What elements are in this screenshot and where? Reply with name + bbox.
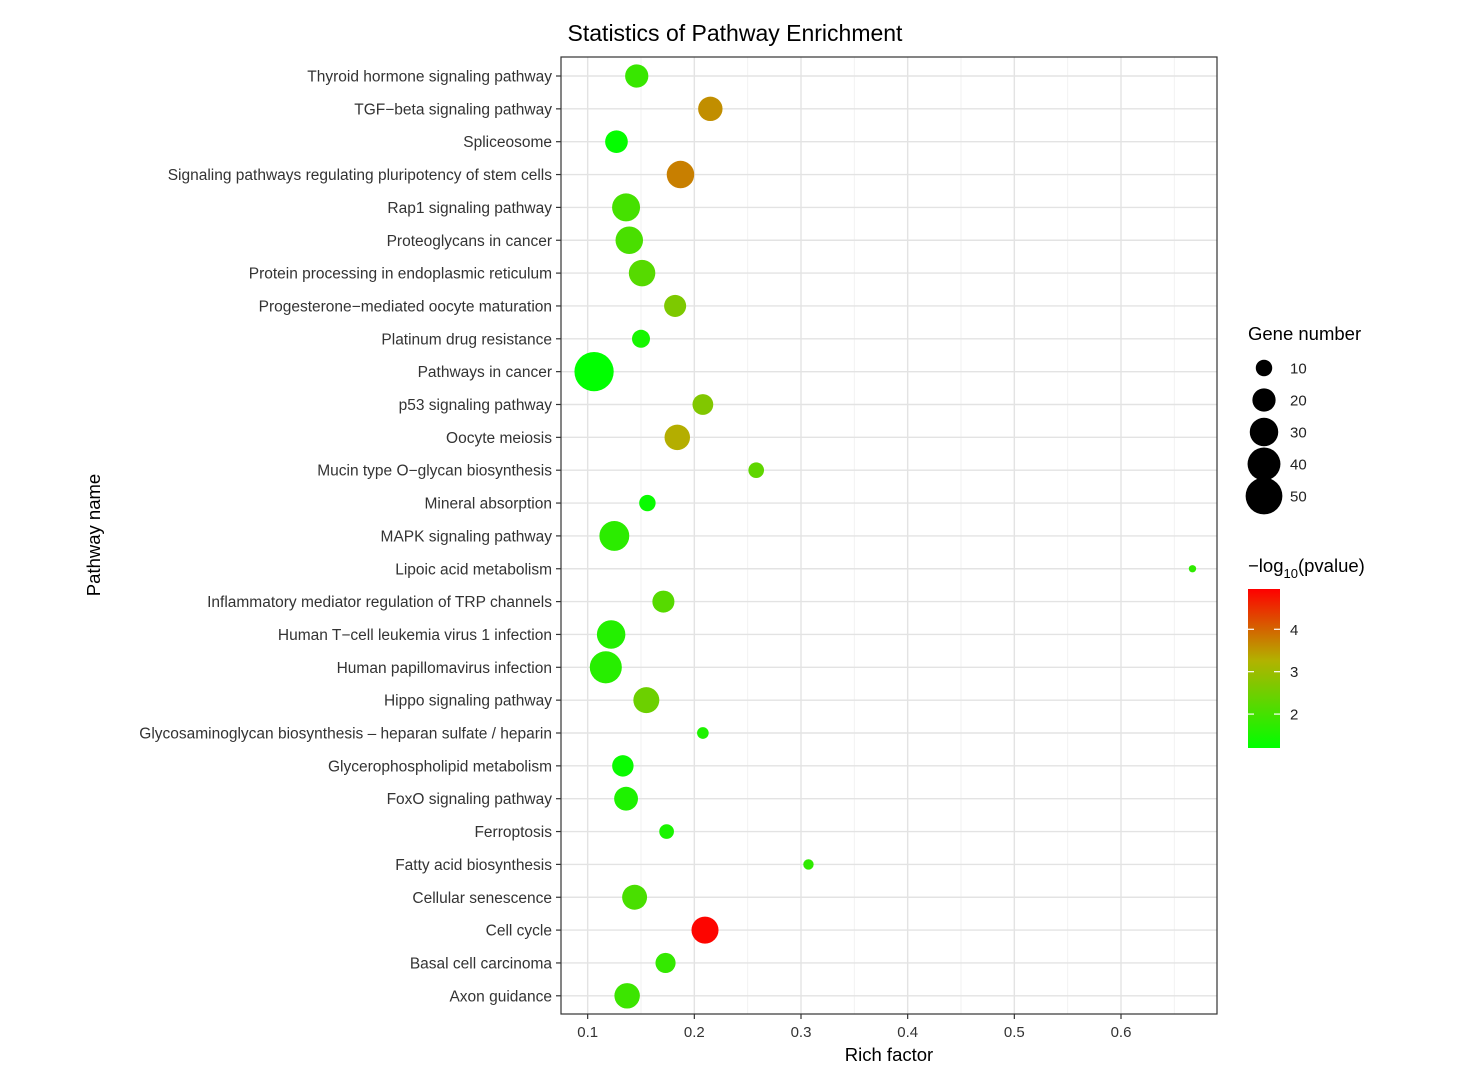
data-point (574, 352, 614, 392)
data-points (574, 64, 1197, 1009)
y-tick-label: Platinum drug resistance (381, 331, 552, 348)
y-tick-label: Human T−cell leukemia virus 1 infection (278, 627, 552, 644)
data-point (659, 824, 674, 839)
x-tick-label: 0.1 (577, 1024, 598, 1041)
data-point (697, 727, 709, 739)
y-tick-label: Basal cell carcinoma (410, 955, 553, 972)
data-point (614, 983, 640, 1009)
size-legend-label: 20 (1290, 393, 1307, 410)
size-legend-label: 10 (1290, 361, 1307, 378)
data-point (631, 329, 651, 348)
data-point (748, 462, 764, 479)
y-tick-label: Pathways in cancer (418, 364, 552, 381)
x-tick-label: 0.2 (684, 1024, 705, 1041)
gene-number-legend: Gene number 10 20 30 40 50 (1245, 323, 1361, 515)
x-tick-label: 0.6 (1111, 1024, 1132, 1041)
y-tick-label: Cellular senescence (412, 890, 552, 907)
data-point (625, 64, 649, 88)
data-point (589, 651, 622, 684)
y-tick-label: Human papillomavirus infection (337, 660, 552, 677)
data-point (692, 394, 714, 415)
x-axis-ticks: 0.1 0.2 0.3 0.4 0.5 0.6 (577, 1014, 1131, 1041)
y-tick-label: Mucin type O−glycan biosynthesis (317, 463, 552, 480)
y-tick-label: Fatty acid biosynthesis (395, 857, 552, 874)
y-tick-label: Hippo signaling pathway (384, 693, 552, 710)
data-point (633, 687, 660, 714)
size-legend-label: 50 (1290, 489, 1307, 506)
data-point (628, 259, 656, 287)
x-tick-label: 0.4 (897, 1024, 918, 1041)
y-tick-label: Protein processing in endoplasmic reticu… (249, 266, 552, 283)
y-tick-label: Cell cycle (486, 923, 552, 940)
y-tick-label: Thyroid hormone signaling pathway (307, 69, 552, 86)
y-tick-label: Axon guidance (449, 988, 552, 1005)
data-point (605, 130, 628, 154)
y-tick-label: TGF−beta signaling pathway (354, 101, 552, 118)
y-tick-label: p53 signaling pathway (399, 397, 553, 414)
y-tick-label: Mineral absorption (424, 496, 552, 513)
size-legend-key (1249, 417, 1279, 447)
size-legend-key (1247, 447, 1281, 481)
y-tick-label: Glycerophospholipid metabolism (328, 758, 552, 775)
data-point (655, 952, 676, 974)
pvalue-legend-title: −log10(pvalue) (1248, 555, 1365, 581)
pvalue-legend: −log10(pvalue) 2 3 4 (1248, 555, 1365, 748)
size-legend-key (1245, 477, 1283, 515)
y-tick-label: Glycosaminoglycan biosynthesis – heparan… (139, 726, 552, 743)
size-legend-label: 30 (1290, 425, 1307, 442)
y-tick-label: Rap1 signaling pathway (387, 200, 552, 217)
y-tick-label: FoxO signaling pathway (387, 791, 553, 808)
chart-title: Statistics of Pathway Enrichment (568, 20, 904, 46)
x-tick-label: 0.3 (791, 1024, 812, 1041)
data-point (664, 294, 687, 317)
y-tick-label: Proteoglycans in cancer (387, 233, 552, 250)
y-tick-label: Lipoic acid metabolism (395, 561, 552, 578)
data-point (612, 755, 634, 777)
data-point (698, 96, 723, 122)
y-tick-label: Ferroptosis (474, 824, 552, 841)
y-axis-ticks: Axon guidance Basal cell carcinoma Cell cy… (139, 69, 561, 1005)
data-point (691, 916, 719, 944)
y-tick-label: Progesterone−mediated oocyte maturation (259, 298, 552, 315)
colorbar-tick-label: 2 (1290, 707, 1298, 724)
data-point (664, 424, 691, 451)
colorbar-tick-label: 3 (1290, 664, 1298, 681)
y-tick-label: Spliceosome (463, 134, 552, 151)
data-point (612, 193, 641, 222)
data-point (1188, 565, 1197, 573)
major-gridlines (561, 57, 1217, 1014)
size-legend-key (1255, 359, 1273, 377)
data-point (666, 160, 695, 189)
data-point (615, 226, 644, 255)
y-tick-label: MAPK signaling pathway (381, 528, 553, 545)
size-legend-key (1252, 388, 1276, 412)
gene-number-legend-title: Gene number (1248, 323, 1361, 344)
pvalue-colorbar (1248, 589, 1280, 748)
data-point (639, 494, 656, 512)
data-point (622, 884, 648, 910)
x-axis-label: Rich factor (845, 1044, 933, 1065)
data-point (652, 590, 675, 613)
y-tick-label: Signaling pathways regulating pluripoten… (168, 167, 553, 184)
data-point (599, 520, 630, 551)
data-point (803, 859, 814, 870)
size-legend-label: 40 (1290, 457, 1307, 474)
y-axis-label: Pathway name (83, 474, 104, 596)
data-point (596, 620, 626, 649)
y-tick-label: Inflammatory mediator regulation of TRP … (207, 594, 552, 611)
data-point (614, 786, 638, 811)
y-tick-label: Oocyte meiosis (446, 430, 552, 447)
colorbar-tick-label: 4 (1290, 622, 1298, 639)
x-tick-label: 0.5 (1004, 1024, 1025, 1041)
